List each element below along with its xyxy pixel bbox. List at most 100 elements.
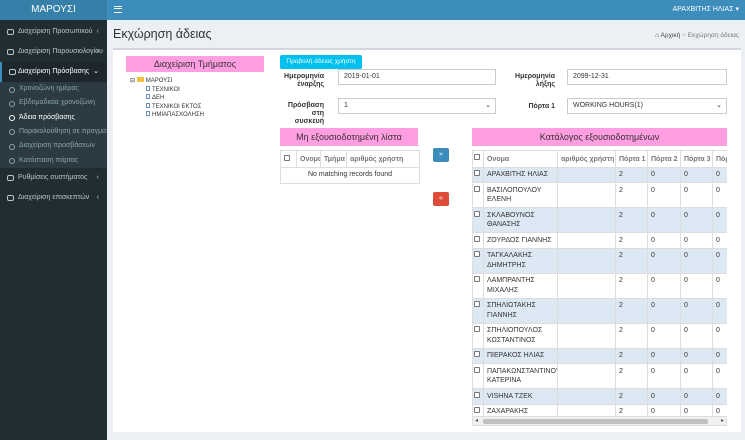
tree-root[interactable]: ⊟ ΜΑΡΟΥΣΙ [130, 77, 204, 86]
authorize-button[interactable]: » [433, 148, 449, 162]
name-cell: ΣΠΗΛΙΟΠΟΥΛΟΣ ΚΩΣΤΑΝΤΙΝΟΣ [483, 322, 558, 349]
folder-icon [136, 77, 144, 82]
door-cell: 0 [712, 166, 727, 183]
table-row: ΑΡΑΧΒΙΤΗΣ ΗΛΙΑΣ 2 0 0 0 [472, 166, 727, 183]
checkbox[interactable] [474, 154, 480, 160]
scroll-thumb[interactable] [483, 419, 708, 424]
row-select [472, 207, 484, 233]
door-cell: 0 [647, 247, 681, 274]
sidebar-chevron: ‹ [96, 48, 99, 55]
table-header: Ονομα αριθμός χρήστη Πόρτα 1 Πόρτα 2 Πόρτα 3… [472, 150, 727, 168]
checkbox[interactable] [474, 210, 480, 217]
checkbox[interactable] [474, 407, 480, 413]
sidebar-item[interactable]: Διαχείριση επισκεπτών ‹ [0, 188, 107, 208]
authorized-table-wrap: Ονομα αριθμός χρήστη Πόρτα 1 Πόρτα 2 Πόρτα 3… [472, 150, 727, 416]
door-cell: 2 [615, 166, 648, 183]
table-header: Ονομα Τμήμα αριθμός χρήστη [280, 150, 420, 168]
checkbox[interactable] [474, 326, 480, 332]
breadcrumb-home[interactable]: Αρχική [660, 32, 681, 39]
door-cell: 0 [647, 363, 681, 389]
checkbox[interactable] [474, 351, 480, 357]
user-number-cell [557, 388, 616, 405]
file-icon [146, 102, 150, 108]
user-name: ΑΡΑΧΒΙΤΗΣ ΗΛΙΑΣ [672, 6, 734, 13]
sidebar-subitem[interactable]: Άδεια πρόσβασης [0, 111, 107, 125]
sidebar-item[interactable]: Διαχείριση Παρουσιολογίου ‹ [0, 42, 107, 62]
name-cell: ΠΑΠΑΚΩΝΣΤΑΝΤΙΝΟΥ ΚΑΤΕΡΙΝΑ [483, 363, 558, 389]
sidebar-item[interactable]: Διαχείριση Προσωπικού ‹ [0, 22, 107, 42]
logo[interactable]: ΜΑΡΟΥΣΙ [0, 0, 107, 20]
door-cell: 0 [712, 322, 727, 349]
door-cell: 0 [680, 297, 713, 324]
sidebar-subitem[interactable]: Χρονοζώνη ημέρας [0, 82, 107, 96]
door-cell: 2 [615, 347, 648, 364]
column-header: Πόρτα 2 [647, 150, 681, 168]
column-header: αριθμός χρήστη [346, 150, 420, 168]
door-select[interactable]: WORKING HOURS(1) ⌄ [567, 98, 727, 114]
row-select [472, 232, 484, 249]
sidebar-item[interactable]: Διαχείριση Πρόσβασης ⌄ [0, 62, 107, 82]
sidebar-chevron: ‹ [96, 28, 99, 35]
sidebar-subitem[interactable]: Κατάσταση πόρτας [0, 154, 107, 168]
end-date-input[interactable]: 2099-12-31 [567, 69, 727, 85]
checkbox[interactable] [474, 276, 480, 282]
sidebar-label: Διαχείριση Παρουσιολογίου [18, 48, 103, 55]
column-header: αριθμός χρήστη [557, 150, 616, 168]
door-cell: 0 [680, 347, 713, 364]
sidebar-chevron: ‹ [96, 193, 99, 201]
door-cell: 0 [647, 272, 681, 299]
door-cell: 2 [615, 363, 648, 389]
sidebar-subitem[interactable]: Παρακολούθηση σε πραγματι [0, 125, 107, 139]
checkbox[interactable] [474, 301, 480, 307]
door-cell: 0 [712, 232, 727, 249]
sidebar-subitem[interactable]: Διαχείριση προσβάσεων [0, 139, 107, 153]
checkbox[interactable] [474, 366, 480, 373]
name-cell: ΤΑΓΚΑΛΑΚΗΣ ΔΗΜΗΤΡΗΣ [483, 247, 558, 274]
empty-message: No matching records found [280, 166, 420, 184]
door-cell: 0 [680, 166, 713, 183]
door-cell: 2 [615, 232, 648, 249]
door-cell: 0 [680, 272, 713, 299]
tree-node[interactable]: ΤΕΧΝΙΚΟΙ [130, 85, 204, 95]
tree-node[interactable]: ΗΜΙΑΠΑΣΧΟΛΗΣΗ [130, 111, 204, 120]
door-cell: 0 [712, 347, 727, 364]
checkbox[interactable] [284, 154, 290, 161]
start-date-input[interactable]: 2019-01-01 [338, 69, 496, 85]
door-cell: 2 [615, 182, 648, 208]
door-cell: 0 [680, 247, 713, 274]
checkbox[interactable] [474, 235, 480, 242]
sidebar-subitem[interactable]: Εβδομαδιαία χρονοζώνη [0, 96, 107, 110]
checkbox[interactable] [474, 185, 480, 192]
sidebar-item[interactable]: Ρυθμίσεις συστήματος ‹ [0, 168, 107, 188]
name-cell: ΣΠΗΛΙΩΤΑΚΗΣ ΓΙΑΝΝΗΣ [483, 297, 558, 324]
column-header: Τμήμα [320, 150, 347, 168]
door-cell: 0 [647, 182, 681, 208]
end-date-label: Ημερομηνία λήξης [515, 73, 555, 88]
user-menu[interactable]: ΑΡΑΧΒΙΤΗΣ ΗΛΙΑΣ ▾ [672, 6, 739, 13]
name-cell: ΖΟΥΡΔΟΣ ΓΙΑΝΝΗΣ [483, 232, 558, 249]
unauthorized-table: Ονομα Τμήμα αριθμός χρήστη No matching reco… [280, 150, 420, 184]
device-label: Πρόσβαση στη συσκευή [287, 102, 324, 125]
sidebar-icon [7, 49, 14, 55]
checkbox[interactable] [474, 170, 480, 176]
tree-node[interactable]: ΤΕΧΝΙΚΟΙ ΕΚΤΟΣ [130, 102, 204, 112]
sidebar-submenu: Χρονοζώνη ημέρας Εβδομαδιαία χρονοζώνη Άδε… [0, 82, 107, 168]
column-header: Πόρ [712, 150, 727, 168]
user-number-cell [557, 166, 616, 183]
authorized-table: Ονομα αριθμός χρήστη Πόρτα 1 Πόρτα 2 Πόρτα 3… [472, 150, 727, 416]
menu-toggle[interactable] [114, 6, 122, 13]
tree-node-label: ΔΕΗ [152, 95, 165, 102]
device-select[interactable]: 1 ⌄ [338, 98, 496, 114]
horizontal-scrollbar[interactable]: ◂ ▸ [472, 416, 727, 426]
name-cell: ΣΚΛΑΒΟΥΝΟΣ ΘΑΝΑΣΗΣ [483, 207, 558, 233]
door-cell: 0 [712, 272, 727, 299]
column-header: Ονομα [483, 150, 558, 168]
unauthorize-button[interactable]: « [433, 192, 449, 206]
checkbox[interactable] [474, 251, 480, 257]
tree-node[interactable]: ΔΕΗ [130, 94, 204, 103]
view-permission-button[interactable]: Προβολή άδειας χρήστη [280, 55, 362, 69]
door-cell: 2 [615, 272, 648, 299]
sidebar-chevron: ‹ [96, 173, 99, 181]
checkbox[interactable] [474, 391, 480, 398]
